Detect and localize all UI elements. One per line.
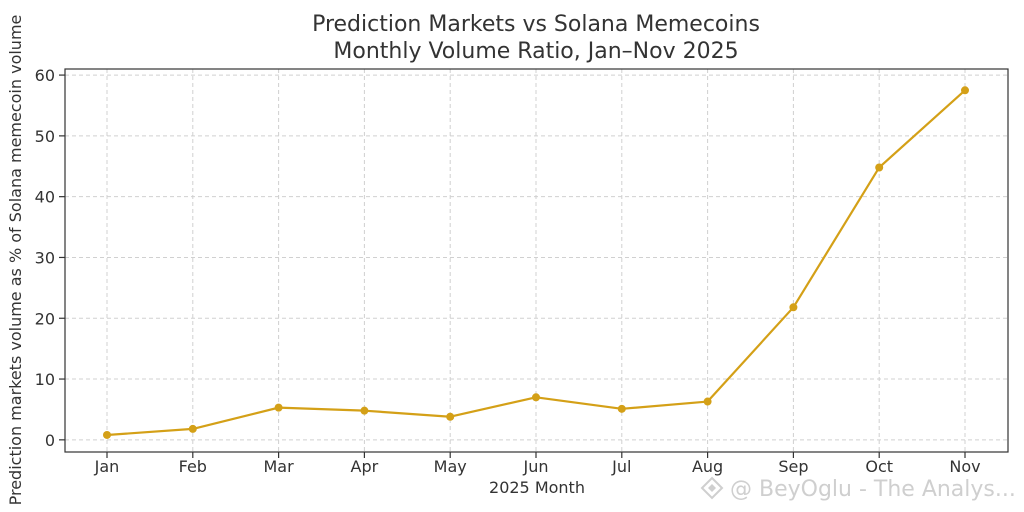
x-tick-label: Jan [94, 457, 120, 476]
chart-title: Prediction Markets vs Solana Memecoins [312, 12, 760, 37]
x-axis-label: 2025 Month [489, 478, 585, 497]
data-point-jun [532, 393, 540, 402]
y-tick-label: 50 [35, 127, 55, 146]
x-axis-ticks: Jan Feb Mar Apr May Jun Jul Aug Sep Oct Nov [94, 452, 981, 476]
y-axis-label: Prediction markets volume as % of Solana… [6, 15, 25, 506]
x-tick-label: Oct [865, 457, 893, 476]
x-tick-label: Nov [949, 457, 980, 476]
x-tick-label: Mar [264, 457, 295, 476]
watermark-text: @ BeyOglu - The Analys... [730, 477, 1016, 502]
y-tick-label: 30 [35, 248, 55, 267]
data-point-jan [103, 430, 111, 439]
x-tick-label: Aug [692, 457, 723, 476]
data-point-sep [789, 303, 798, 312]
x-tick-label: Apr [351, 457, 379, 476]
y-tick-label: 10 [35, 370, 55, 389]
series [103, 86, 969, 439]
y-tick-label: 20 [35, 309, 55, 328]
y-tick-label: 60 [35, 66, 55, 85]
x-tick-label: Sep [778, 457, 808, 476]
x-tick-label: May [434, 457, 467, 476]
data-point-apr [360, 406, 369, 415]
watermark: @ BeyOglu - The Analys... [700, 476, 1016, 502]
x-tick-label: Jul [611, 457, 631, 476]
y-tick-label: 40 [35, 188, 55, 207]
data-point-may [446, 412, 455, 421]
y-tick-label: 0 [45, 431, 55, 450]
diamond-logo-icon [700, 476, 724, 500]
x-tick-label: Feb [179, 457, 207, 476]
data-point-jul [617, 404, 626, 413]
data-point-aug [703, 397, 712, 406]
y-axis-ticks: 0 10 20 30 40 50 60 [35, 66, 65, 450]
data-point-oct [875, 163, 884, 172]
chart-subtitle: Monthly Volume Ratio, Jan–Nov 2025 [333, 39, 738, 64]
data-point-mar [274, 403, 283, 412]
grid [65, 69, 1008, 452]
x-tick-label: Jun [523, 457, 549, 476]
data-point-feb [188, 424, 197, 433]
data-point-nov [961, 86, 969, 95]
